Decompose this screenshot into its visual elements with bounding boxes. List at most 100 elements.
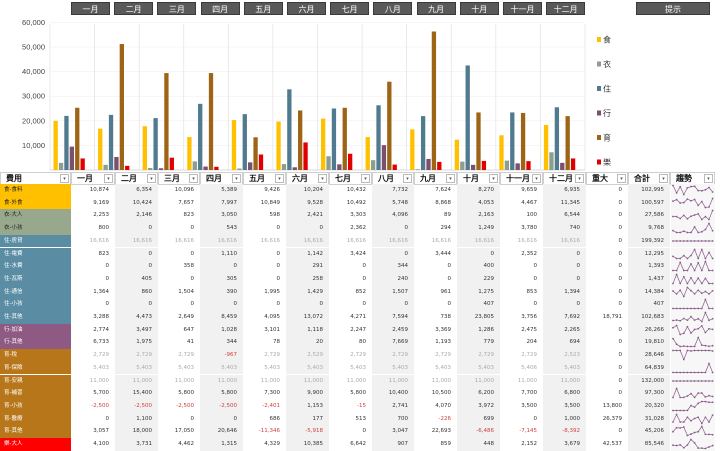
month-value-cell[interactable]: 3,756 — [521, 314, 537, 320]
month-value-cell[interactable]: 16,616 — [346, 237, 366, 244]
row-label[interactable]: 住-電費 — [0, 247, 71, 261]
month-value-cell[interactable]: 860 — [115, 285, 158, 299]
month-value-cell[interactable]: 2,729 — [178, 352, 194, 359]
total-cell[interactable]: 20,320 — [628, 399, 670, 413]
month-value-cell[interactable]: 18,000 — [115, 425, 158, 438]
total-cell[interactable]: 27,586 — [628, 209, 670, 223]
month-value-cell[interactable]: 543 — [200, 222, 243, 235]
filter-dropdown-icon[interactable]: ▾ — [446, 174, 455, 183]
filter-dropdown-icon[interactable]: ▾ — [60, 174, 69, 183]
month-value-cell[interactable]: 3,047 — [372, 425, 414, 438]
column-header[interactable]: 十二月 ▾ — [543, 172, 586, 185]
major-expense-cell[interactable]: 18,791 — [602, 314, 622, 320]
month-value-cell[interactable]: 5,403 — [543, 361, 586, 375]
month-value-cell[interactable]: 3,731 — [115, 438, 158, 451]
month-value-cell[interactable]: 2,459 — [372, 323, 414, 337]
month-value-cell[interactable]: 0 — [276, 225, 281, 232]
month-value-cell[interactable]: 20 — [286, 336, 329, 350]
month-value-cell[interactable]: 11,000 — [115, 374, 158, 388]
month-value-cell[interactable]: 1,153 — [286, 399, 329, 413]
month-value-cell[interactable]: 2,421 — [286, 209, 329, 223]
month-value-cell[interactable]: 0 — [362, 428, 367, 435]
month-value-cell[interactable]: 305 — [200, 272, 243, 286]
month-value-cell[interactable]: 2,146 — [115, 209, 158, 223]
month-value-cell[interactable]: 11,000 — [372, 374, 414, 388]
month-value-cell[interactable]: 0 — [105, 275, 110, 282]
month-value-cell[interactable]: 2,247 — [350, 326, 366, 333]
filter-dropdown-icon[interactable]: ▾ — [147, 174, 156, 183]
month-value-cell[interactable]: 1,429 — [286, 285, 329, 299]
month-value-cell[interactable]: 407 — [457, 298, 500, 311]
month-value-cell[interactable]: 11,000 — [517, 377, 537, 384]
total-cell[interactable]: 31,028 — [628, 412, 670, 426]
month-value-cell[interactable]: 8,270 — [457, 184, 500, 197]
month-value-cell[interactable]: 4,329 — [264, 441, 280, 447]
row-label[interactable]: 住-房貸 — [0, 234, 71, 248]
month-value-cell[interactable]: 0 — [276, 250, 281, 257]
month-value-cell[interactable]: 0 — [447, 275, 452, 282]
month-value-cell[interactable]: 344 — [372, 260, 414, 273]
month-value-cell[interactable]: 2,362 — [350, 225, 366, 232]
column-header[interactable]: 五月 ▾ — [243, 172, 286, 185]
column-header[interactable]: 九月 ▾ — [414, 172, 457, 185]
month-value-cell[interactable]: 0 — [200, 412, 243, 426]
month-button-12[interactable]: 十二月 — [546, 2, 586, 15]
month-value-cell[interactable]: 5,700 — [93, 390, 109, 397]
column-header[interactable]: 趨勢 ▾ — [670, 172, 715, 185]
month-value-cell[interactable]: 5,403 — [435, 364, 451, 371]
month-value-cell[interactable]: 5,800 — [350, 390, 366, 397]
month-value-cell[interactable]: 258 — [286, 272, 329, 286]
row-label[interactable]: 食-食料 — [0, 184, 71, 197]
month-value-cell[interactable]: 1,100 — [115, 412, 158, 426]
month-value-cell[interactable]: 3,780 — [521, 225, 537, 232]
month-value-cell[interactable]: 2,729 — [521, 352, 537, 359]
month-value-cell[interactable]: 2,152 — [521, 441, 537, 447]
month-value-cell[interactable]: 598 — [269, 212, 281, 219]
filter-dropdown-icon[interactable]: ▾ — [532, 174, 541, 183]
month-value-cell[interactable]: 2,163 — [457, 209, 500, 223]
filter-dropdown-icon[interactable]: ▾ — [704, 174, 713, 183]
month-value-cell[interactable]: 7,624 — [435, 187, 451, 193]
month-value-cell[interactable]: 405 — [115, 272, 158, 286]
month-value-cell[interactable]: 1,995 — [264, 288, 280, 295]
month-value-cell[interactable]: 16,616 — [89, 237, 109, 244]
total-cell[interactable]: 9,768 — [628, 222, 670, 235]
month-value-cell[interactable]: 2,475 — [521, 326, 537, 333]
month-value-cell[interactable]: 1,364 — [93, 288, 109, 295]
month-value-cell[interactable]: 5,403 — [286, 361, 329, 375]
month-value-cell[interactable]: 0 — [200, 298, 243, 311]
month-value-cell[interactable]: 8,459 — [200, 311, 243, 324]
month-value-cell[interactable]: 16,616 — [457, 234, 500, 248]
month-value-cell[interactable]: 10,400 — [372, 387, 414, 400]
month-value-cell[interactable]: 7,669 — [372, 336, 414, 350]
month-value-cell[interactable]: 2,729 — [93, 352, 109, 359]
month-value-cell[interactable]: 0 — [533, 263, 538, 270]
month-value-cell[interactable]: 4,070 — [435, 402, 451, 409]
month-value-cell[interactable]: 3,288 — [93, 314, 109, 320]
filter-dropdown-icon[interactable]: ▾ — [575, 174, 584, 183]
month-value-cell[interactable]: 0 — [276, 263, 281, 270]
month-value-cell[interactable]: 2,729 — [435, 352, 451, 359]
row-label[interactable]: 育-稅 — [0, 349, 71, 362]
month-value-cell[interactable]: -2,500 — [200, 399, 243, 413]
month-value-cell[interactable]: 2,729 — [115, 349, 158, 362]
month-value-cell[interactable]: 11,000 — [346, 377, 366, 384]
month-value-cell[interactable]: 448 — [457, 438, 500, 451]
month-value-cell[interactable]: 0 — [457, 247, 500, 261]
major-expense-cell[interactable]: 0 — [618, 301, 623, 308]
month-value-cell[interactable]: 0 — [190, 415, 195, 422]
month-value-cell[interactable]: 0 — [372, 247, 414, 261]
month-value-cell[interactable]: 5,406 — [521, 364, 537, 371]
month-value-cell[interactable]: 1,118 — [286, 323, 329, 337]
month-value-cell[interactable]: 513 — [355, 415, 367, 422]
month-value-cell[interactable]: 10,500 — [431, 390, 451, 397]
month-value-cell[interactable]: 961 — [440, 288, 452, 295]
month-button-3[interactable]: 三月 — [157, 2, 197, 15]
month-value-cell[interactable]: -8,392 — [543, 425, 586, 438]
column-header[interactable]: 三月 ▾ — [158, 172, 200, 185]
month-button-8[interactable]: 八月 — [373, 2, 413, 15]
month-value-cell[interactable]: 5,800 — [200, 387, 243, 400]
month-value-cell[interactable]: 400 — [457, 260, 500, 273]
column-header[interactable]: 十一月 ▾ — [500, 172, 543, 185]
month-value-cell[interactable]: 78 — [273, 339, 280, 346]
